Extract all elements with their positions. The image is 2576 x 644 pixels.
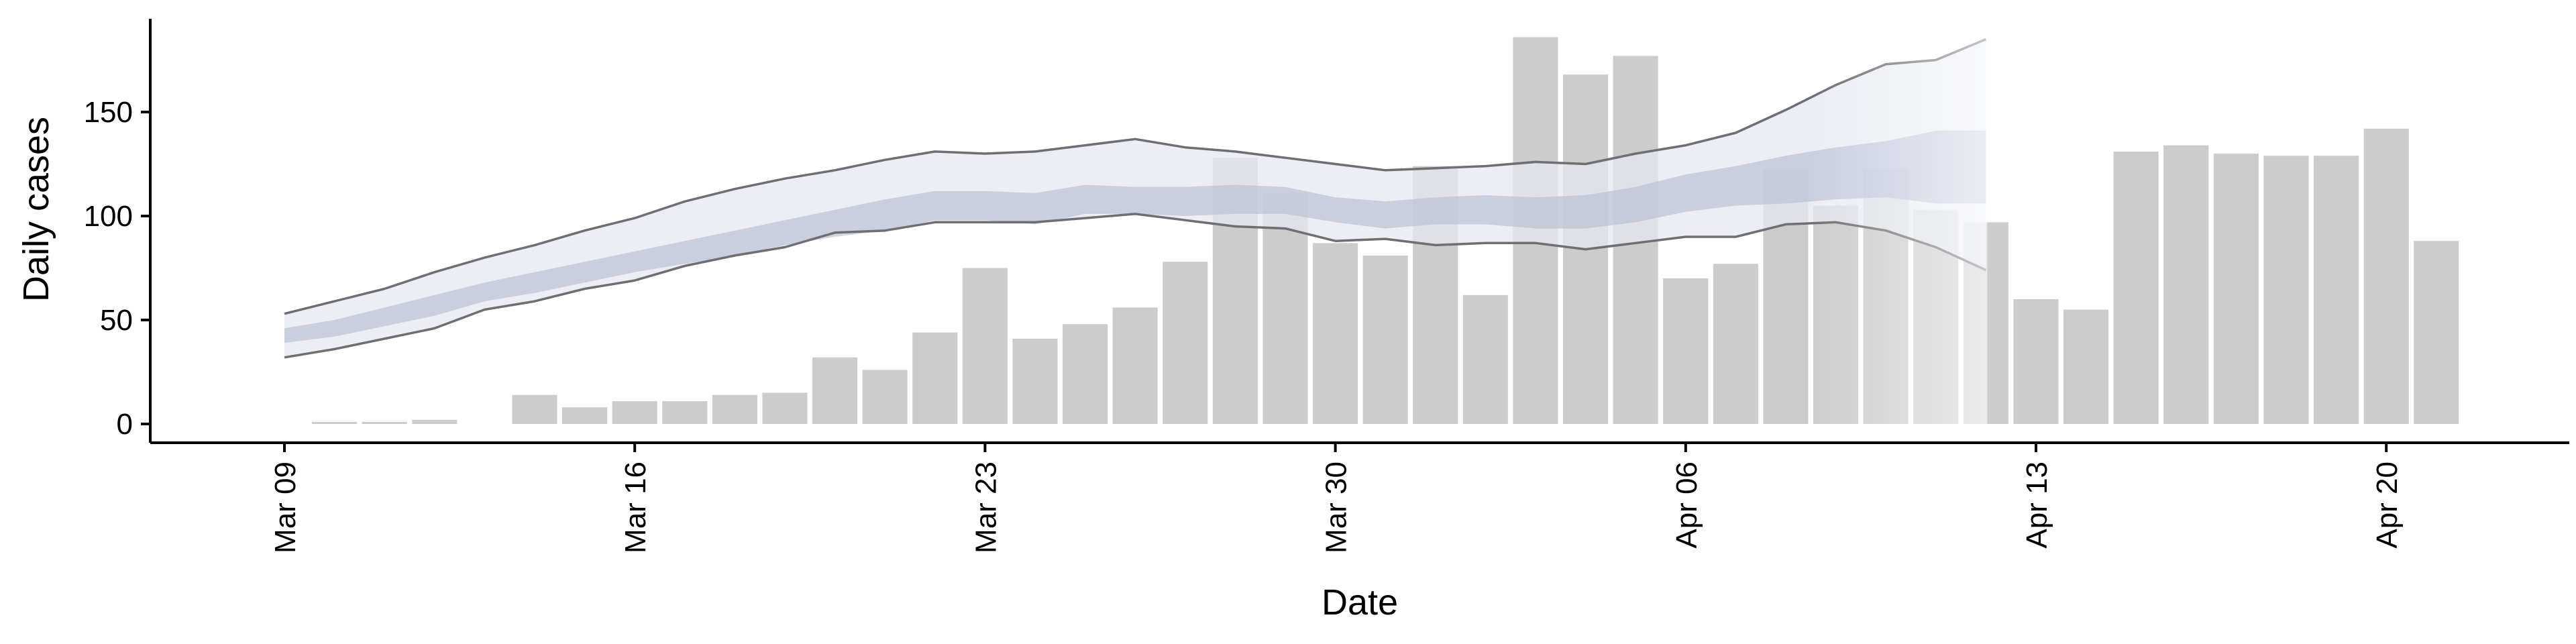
bar-mar-25 — [1063, 324, 1108, 424]
bar-mar-31 — [1362, 255, 1408, 424]
band-fade-overlay — [1485, 19, 1988, 424]
bar-mar-24 — [1012, 338, 1058, 424]
y-tick-label: 50 — [100, 304, 133, 337]
x-tick-label: Mar 16 — [619, 462, 652, 553]
bar-apr-14 — [2063, 309, 2109, 424]
bar-mar-26 — [1112, 307, 1158, 424]
bar-apr-13 — [2013, 299, 2059, 424]
x-tick-label: Apr 20 — [2371, 462, 2404, 549]
bar-mar-27 — [1163, 262, 1208, 424]
bar-mar-20 — [812, 357, 858, 424]
bar-apr-18 — [2263, 156, 2309, 424]
x-tick-label: Apr 06 — [1670, 462, 1703, 549]
bar-mar-30 — [1313, 243, 1358, 424]
y-axis-title: Daily cases — [16, 117, 56, 302]
x-axis-ticks: Mar 09 Mar 16 Mar 23 Mar 30 Apr 06 Apr 13 Apr … — [269, 443, 2404, 553]
bar-apr-16 — [2163, 145, 2209, 424]
bar-mar-22 — [912, 332, 958, 424]
bar-mar-23 — [962, 268, 1008, 424]
estimate-band-layer — [284, 19, 1988, 424]
bar-mar-21 — [862, 370, 908, 424]
bar-mar-16 — [612, 400, 657, 424]
y-axis-ticks: 0 50 100 150 — [84, 96, 150, 441]
x-axis-title: Date — [1322, 582, 1398, 623]
x-tick-label: Mar 23 — [969, 462, 1002, 553]
bar-apr-20 — [2363, 128, 2409, 425]
axes-layer: 0 50 100 150 Mar 09 Mar 16 Mar 23 Mar 30 Apr 06… — [84, 19, 2569, 553]
x-tick-label: Mar 09 — [269, 462, 302, 553]
x-tick-label: Mar 30 — [1320, 462, 1353, 553]
bar-mar-11 — [362, 421, 407, 424]
bar-mar-12 — [412, 419, 458, 424]
bar-mar-15 — [562, 407, 608, 424]
bar-mar-14 — [512, 394, 557, 424]
y-tick-label: 150 — [84, 96, 133, 129]
bar-apr-15 — [2113, 151, 2159, 424]
bar-mar-17 — [662, 400, 708, 424]
bar-apr-21 — [2414, 241, 2459, 424]
x-tick-label: Apr 13 — [2021, 462, 2053, 549]
bar-apr-17 — [2213, 154, 2259, 424]
bar-mar-18 — [712, 394, 757, 424]
bar-apr-19 — [2314, 156, 2359, 424]
bar-mar-19 — [762, 392, 808, 424]
y-tick-label: 100 — [84, 200, 133, 233]
y-tick-label: 0 — [117, 408, 133, 441]
bar-mar-10 — [312, 421, 358, 424]
